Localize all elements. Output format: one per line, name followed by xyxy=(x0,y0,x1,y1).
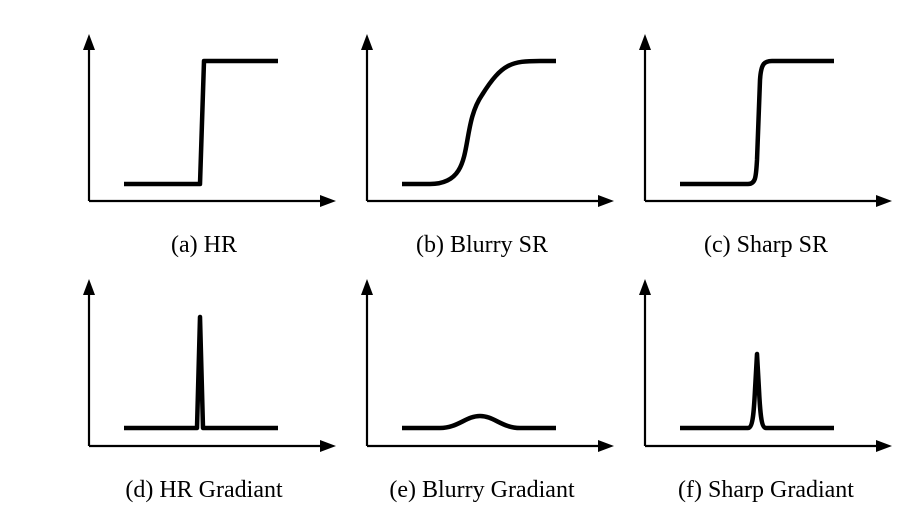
panel-d-gradient-curve xyxy=(124,314,278,431)
panel-a-y-arrow-icon xyxy=(83,34,95,50)
panel-c-y-arrow-icon xyxy=(639,34,651,50)
panel-b-blurry-sr: (b) Blurry SR xyxy=(361,34,614,258)
panel-b-y-arrow-icon xyxy=(361,34,373,50)
panel-f-caption: (f) Sharp Gradiant xyxy=(678,477,854,503)
panel-c-sharp-sr: (c) Sharp SR xyxy=(639,34,892,258)
panel-c-caption: (c) Sharp SR xyxy=(704,232,828,258)
panel-f-x-arrow-icon xyxy=(876,440,892,452)
panel-c-step-curve xyxy=(680,58,834,187)
panel-e-y-arrow-icon xyxy=(361,279,373,295)
panel-b-x-arrow-icon xyxy=(598,195,614,207)
panel-a-hr: (a) HR xyxy=(83,34,336,258)
panel-a-x-arrow-icon xyxy=(320,195,336,207)
panel-f-sharp-gradient: (f) Sharp Gradiant xyxy=(639,279,892,503)
panel-d-y-arrow-icon xyxy=(83,279,95,295)
panel-e-gradient-curve xyxy=(402,413,556,431)
panel-a-caption: (a) HR xyxy=(171,232,237,258)
panel-b-step-curve xyxy=(402,58,556,187)
panel-e-blurry-gradient: (e) Blurry Gradiant xyxy=(361,279,614,503)
panel-f-gradient-curve xyxy=(680,351,834,431)
panel-b-caption: (b) Blurry SR xyxy=(416,232,548,258)
panel-c-x-arrow-icon xyxy=(876,195,892,207)
panel-e-x-arrow-icon xyxy=(598,440,614,452)
panel-f-y-arrow-icon xyxy=(639,279,651,295)
panel-e-caption: (e) Blurry Gradiant xyxy=(389,477,575,503)
panel-d-caption: (d) HR Gradiant xyxy=(125,477,283,503)
panel-a-step-curve xyxy=(124,58,278,187)
panel-d-x-arrow-icon xyxy=(320,440,336,452)
panel-d-hr-gradient: (d) HR Gradiant xyxy=(83,279,336,503)
